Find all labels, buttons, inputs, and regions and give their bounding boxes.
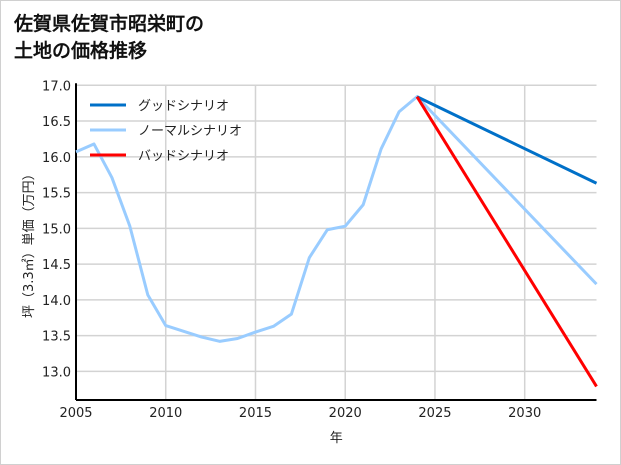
x-axis-label: 年 (330, 431, 343, 446)
title-line-1: 佐賀県佐賀市昭栄町の (14, 13, 205, 35)
x-tick-label: 2010 (149, 406, 182, 421)
y-tick-label: 14.0 (42, 294, 71, 309)
x-tick-label: 2030 (508, 406, 541, 421)
y-tick-label: 15.5 (42, 187, 71, 202)
y-tick-label: 13.5 (42, 330, 71, 345)
y-tick-label: 16.0 (42, 151, 71, 166)
x-tick-label: 2020 (329, 406, 362, 421)
legend-label: グッドシナリオ (138, 99, 229, 114)
y-tick-label: 16.5 (42, 115, 71, 130)
y-tick-label: 17.0 (42, 79, 71, 94)
x-tick-label: 2005 (59, 406, 92, 421)
y-tick-label: 15.0 (42, 222, 71, 237)
y-axis-label: 坪（3.3㎡）単価（万円） (21, 167, 37, 318)
series-line-1 (75, 95, 598, 343)
chart-title: 佐賀県佐賀市昭栄町の 土地の価格推移 (14, 11, 204, 65)
series-line-0 (416, 95, 598, 185)
x-tick-label: 2025 (418, 406, 451, 421)
y-tick-label: 14.5 (42, 258, 71, 273)
legend-label: ノーマルシナリオ (138, 124, 242, 139)
legend-label: バッドシナリオ (138, 149, 229, 164)
y-tick-label: 13.0 (42, 365, 71, 380)
x-tick-label: 2015 (239, 406, 272, 421)
series-line-2 (415, 95, 598, 388)
title-line-2: 土地の価格推移 (14, 40, 148, 62)
